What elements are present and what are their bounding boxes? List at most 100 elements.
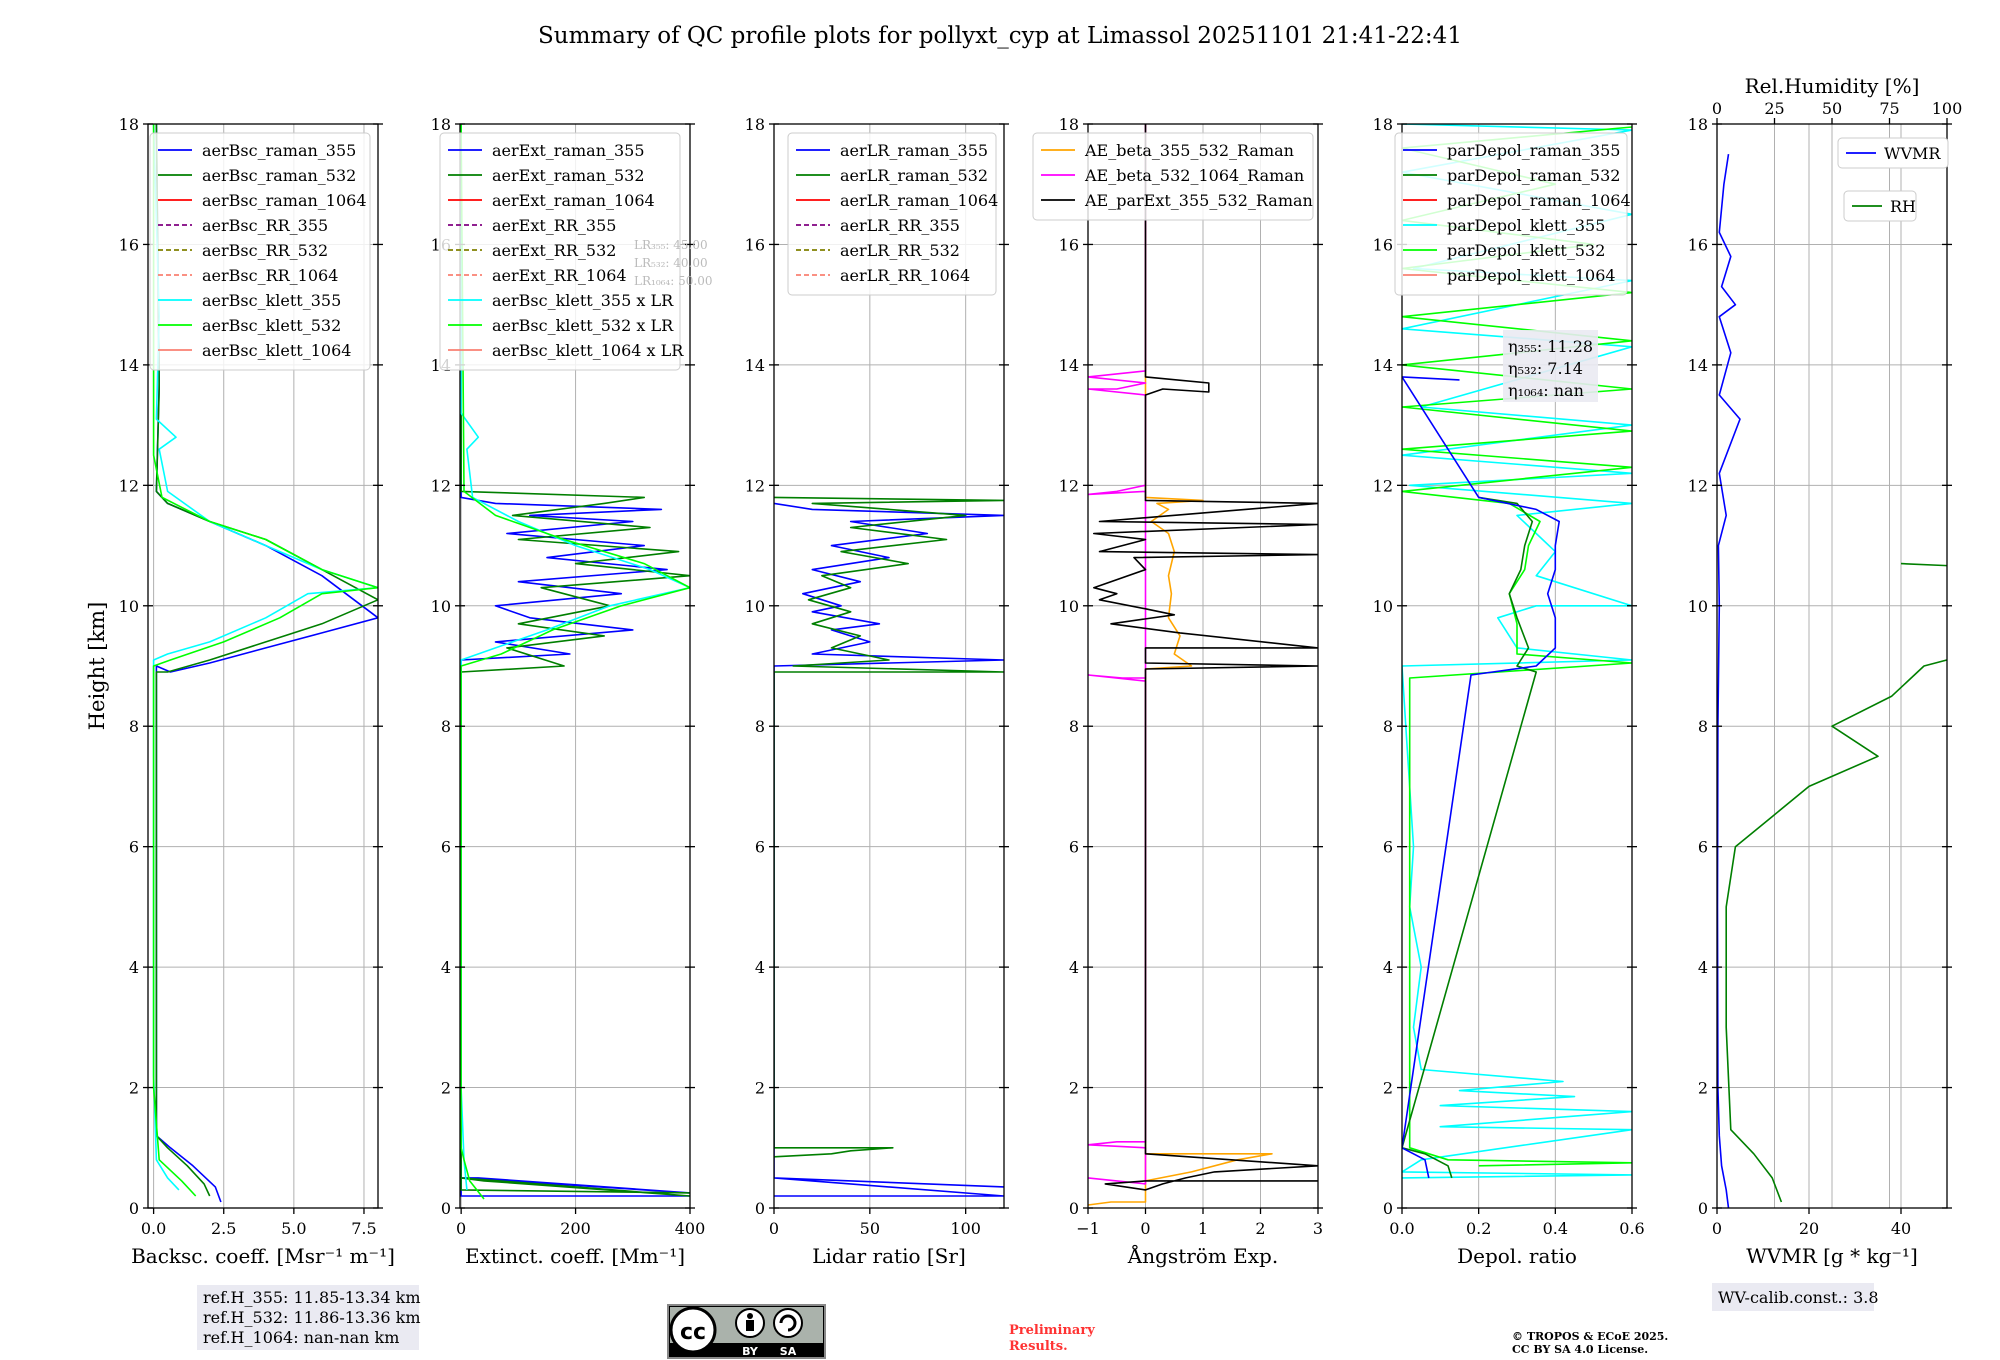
series-AE_parExt_355_532_Raman: [1093, 124, 1318, 1191]
y-tick-label: 8: [441, 717, 451, 736]
legend-label: aerExt_raman_1064: [492, 191, 655, 210]
y-tick-label: 18: [1373, 115, 1393, 134]
x-axis-label: Lidar ratio [Sr]: [812, 1244, 966, 1268]
y-tick-label: 4: [441, 958, 451, 977]
series-aerBsc_raman_532: [155, 124, 378, 1197]
y-tick-label: 4: [1383, 958, 1393, 977]
series-group: [152, 124, 378, 1203]
y-tick-label: 2: [441, 1079, 451, 1098]
y-tick-label: 18: [1059, 115, 1079, 134]
y-tick-label: 2: [1698, 1079, 1708, 1098]
legend-label: aerBsc_klett_1064: [202, 341, 351, 360]
axes-frame: [1401, 123, 1633, 1209]
legend-box: [1837, 137, 1949, 169]
series-AE_beta_532_1064_Raman: [1088, 124, 1147, 1185]
legend-label: aerBsc_klett_355 x LR: [492, 291, 674, 310]
y-tick-label: 10: [1059, 597, 1079, 616]
y-tick-label: 10: [431, 597, 451, 616]
y-tick-label: 10: [1688, 597, 1708, 616]
y-tick-label: 18: [431, 115, 451, 134]
reference-height-text: ref.H_1064: nan-nan km: [203, 1328, 399, 1347]
y-axis-label: Height [km]: [85, 602, 109, 731]
legend-label: parDepol_raman_1064: [1447, 191, 1631, 210]
y-tick-label: 6: [129, 838, 139, 857]
series-group: [460, 124, 690, 1200]
legend-box: [1032, 132, 1314, 221]
svg-text:cc: cc: [680, 1320, 706, 1345]
legend-label: aerBsc_klett_355: [202, 291, 341, 310]
x-axis-label: Depol. ratio: [1457, 1244, 1577, 1268]
legend-label: aerBsc_klett_532 x LR: [492, 316, 674, 335]
x-tick-label: 1: [1198, 1219, 1208, 1238]
y-tick-label: 2: [1069, 1079, 1079, 1098]
series-aerBsc_klett_532 x LR: [460, 124, 690, 1200]
y-tick-label: 2: [755, 1079, 765, 1098]
y-tick-label: 18: [119, 115, 139, 134]
legend-label: aerExt_RR_355: [492, 216, 616, 235]
wv-calib-box: [1712, 1283, 1874, 1311]
y-tick-label: 10: [119, 597, 139, 616]
x-tick-label: 0: [456, 1219, 466, 1238]
y-tick-label: 4: [1069, 958, 1079, 977]
y-tick-label: 16: [1373, 235, 1393, 254]
legend-label: parDepol_klett_1064: [1447, 266, 1616, 285]
legend-label: aerLR_RR_355: [840, 216, 960, 235]
y-tick-label: 10: [745, 597, 765, 616]
panel-2: 0246810121416180200400Extinct. coeff. [M…: [431, 115, 706, 1268]
x2-tick-label: 100: [1932, 99, 1963, 118]
x-axis-label: Backsc. coeff. [Msr⁻¹ m⁻¹]: [131, 1244, 395, 1268]
x2-axis-label: Rel.Humidity [%]: [1745, 74, 1920, 98]
preliminary-label-line2: Results.: [1009, 1339, 1068, 1354]
series-aerLR_raman_532: [774, 496, 1004, 1158]
y-tick-label: 8: [1383, 717, 1393, 736]
legend-label: aerBsc_RR_355: [202, 216, 328, 235]
legend-label: aerLR_RR_1064: [840, 266, 970, 285]
y-tick-label: 12: [1373, 476, 1393, 495]
y-tick-label: 0: [1383, 1199, 1393, 1218]
y-tick-label: 6: [1698, 838, 1708, 857]
legend-label: aerBsc_klett_1064 x LR: [492, 341, 684, 360]
y-tick-label: 16: [745, 235, 765, 254]
y-tick-label: 8: [755, 717, 765, 736]
lidar-ratio-note: LR₃₅₅: 45.00: [634, 238, 708, 252]
series-parDepol_raman_355: [1402, 376, 1560, 1179]
legend-label: parDepol_klett_355: [1447, 216, 1605, 235]
legend-label: aerBsc_raman_532: [202, 166, 356, 185]
series-group: [774, 496, 1004, 1197]
y-tick-label: 14: [1373, 356, 1393, 375]
series-parDepol_raman_532: [1402, 496, 1537, 1179]
cc-license-logo: cc BY SA: [667, 1304, 826, 1359]
reference-height-text: ref.H_355: 11.85-13.34 km: [203, 1288, 421, 1307]
preliminary-label-line1: Preliminary: [1009, 1323, 1095, 1338]
series-group: [1717, 153, 1947, 1208]
series-group: [1088, 124, 1318, 1206]
lidar-ratio-note: LR₅₃₂: 40.00: [634, 256, 708, 270]
y-tick-label: 16: [119, 235, 139, 254]
y-tick-label: 2: [1383, 1079, 1393, 1098]
cc-sa-label: SA: [780, 1345, 797, 1358]
x-tick-label: 0.2: [1466, 1219, 1491, 1238]
y-tick-label: 12: [431, 476, 451, 495]
y-tick-label: 8: [1069, 717, 1079, 736]
y-tick-label: 14: [119, 356, 139, 375]
legend-label: aerLR_raman_355: [840, 141, 988, 160]
x-tick-label: 400: [675, 1219, 706, 1238]
x2-tick-label: 50: [1822, 99, 1842, 118]
y-tick-label: 12: [1059, 476, 1079, 495]
x-tick-label: 0.0: [141, 1219, 166, 1238]
series-RH: [1725, 562, 1947, 1203]
x-axis-label: WVMR [g * kg⁻¹]: [1746, 1244, 1918, 1268]
legend-label: aerBsc_raman_355: [202, 141, 356, 160]
x-axis-label: Ångström Exp.: [1127, 1243, 1278, 1268]
series-WVMR: [1717, 153, 1741, 1208]
eta-text: η₅₃₂: 7.14: [1508, 359, 1583, 378]
x-tick-label: −1: [1076, 1219, 1100, 1238]
y-tick-label: 6: [441, 838, 451, 857]
legend-label: RH: [1890, 197, 1916, 216]
panel-1: 0 2 4 6 8 10 12 14 16 18 0.0 2.5 5.0 7.5 Backsc. coeff…: [85, 115, 395, 1268]
reference-height-box: [197, 1285, 419, 1350]
